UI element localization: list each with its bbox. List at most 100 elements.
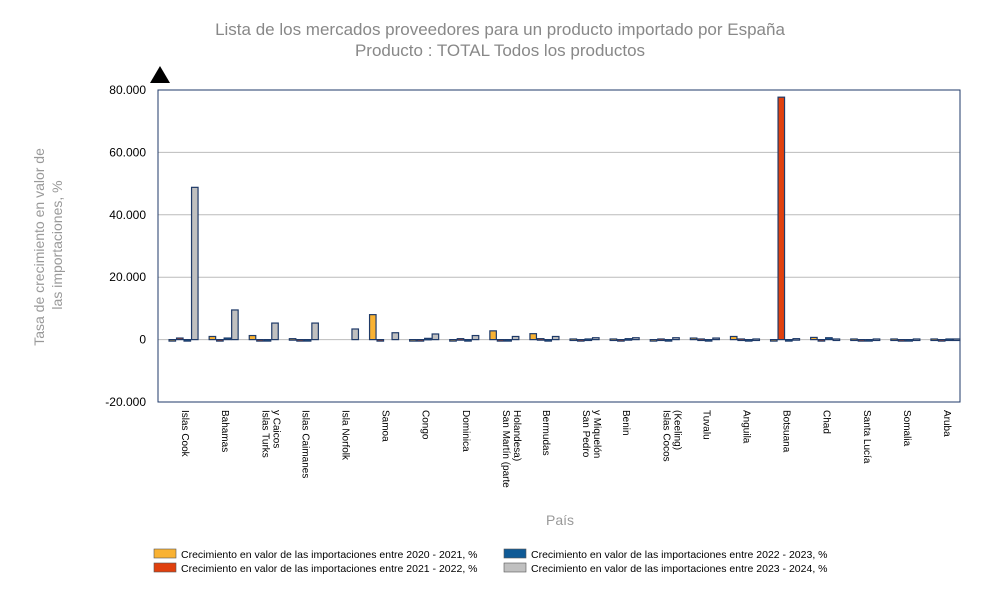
x-axis-label: País: [546, 512, 574, 528]
bar: [409, 339, 417, 342]
bar: [744, 339, 753, 342]
bar: [544, 339, 553, 342]
bar: [792, 338, 801, 341]
bar: [288, 338, 297, 341]
bar: [208, 335, 217, 341]
x-tick-label: Anguila: [740, 410, 751, 444]
bar: [945, 338, 954, 342]
bar: [817, 339, 826, 342]
bar: [777, 96, 786, 341]
y-tick-label: -20.000: [105, 395, 146, 409]
bar: [223, 337, 232, 341]
y-axis-label-line1: Tasa de crecimiento en valor de: [31, 148, 47, 346]
bar: [769, 339, 778, 342]
bar: [456, 338, 465, 341]
bar: [704, 339, 713, 342]
bar: [865, 339, 873, 342]
legend-label: Crecimiento en valor de las importacione…: [531, 563, 828, 575]
x-tick-label: San Martín (parteHolandesa): [500, 410, 522, 488]
bar: [424, 337, 432, 341]
bar: [952, 338, 961, 342]
x-tick-label: Somalia: [901, 410, 912, 447]
y-tick-label: 80.000: [109, 83, 146, 97]
bar: [872, 338, 881, 342]
bar: [850, 338, 858, 342]
x-tick-label: Aruba: [941, 410, 952, 437]
x-tick-label: Congo: [420, 410, 431, 440]
bar: [649, 339, 658, 342]
bar: [784, 339, 793, 342]
bar: [657, 338, 665, 342]
y-axis-label-line2: las importaciones, %: [49, 180, 65, 309]
x-tick-label: Botsuana: [781, 410, 792, 453]
bar: [216, 339, 224, 342]
legend-label: Crecimiento en valor de las importacione…: [181, 549, 478, 561]
axis-arrow-icon: [150, 66, 170, 83]
bar: [591, 337, 600, 341]
bar: [351, 328, 360, 341]
bar: [551, 335, 560, 341]
chart-subtitle: Producto : TOTAL Todos los productos: [355, 41, 645, 60]
bar: [496, 339, 505, 342]
x-tick-label: Chad: [821, 410, 832, 434]
y-tick-label: 0: [139, 333, 146, 347]
x-tick-label: Santa Lucía: [861, 410, 872, 464]
bar: [464, 339, 472, 342]
bar: [609, 338, 618, 342]
bar: [391, 332, 400, 341]
x-tick-label: Tuvalu: [700, 410, 711, 440]
bar: [624, 338, 633, 341]
x-tick-label: Islas Turksy Caicos: [259, 410, 281, 458]
bar: [175, 337, 184, 341]
bar: [729, 335, 738, 341]
bar: [664, 339, 673, 342]
bar: [857, 339, 866, 342]
x-tick-label: Bahamas: [219, 410, 230, 452]
bar: [416, 339, 425, 342]
bar: [897, 339, 906, 342]
legend-label: Crecimiento en valor de las importacione…: [531, 549, 828, 561]
bar: [263, 339, 272, 342]
bar: [912, 338, 921, 342]
legend-swatch: [153, 548, 177, 559]
plot-area-border: [157, 89, 961, 403]
bar: [471, 334, 480, 341]
bar: [576, 339, 585, 342]
bar: [536, 338, 545, 341]
bar: [937, 339, 946, 342]
bar: [689, 337, 698, 341]
x-tick-label: Islas Caimanes: [299, 410, 310, 478]
bar: [825, 337, 833, 341]
bar: [248, 334, 257, 341]
bar: [569, 338, 578, 342]
bar: [930, 338, 939, 342]
bar: [303, 339, 312, 342]
x-tick-label: Islas Cocos(Keeling): [660, 410, 682, 462]
legend-label: Crecimiento en valor de las importacione…: [181, 563, 478, 575]
x-tick-label: Bermudas: [540, 410, 551, 456]
bar: [190, 186, 199, 341]
bar: [697, 338, 705, 342]
bar: [449, 339, 457, 342]
bar: [712, 337, 720, 341]
y-tick-label: 40.000: [109, 208, 146, 222]
bar: [311, 322, 319, 341]
bar: [752, 338, 761, 342]
bar: [810, 336, 818, 341]
y-tick-label: 20.000: [109, 270, 146, 284]
x-tick-label: Samoa: [380, 410, 391, 442]
legend-swatch: [503, 562, 527, 573]
bar: [617, 339, 625, 342]
y-axis-label: Tasa de crecimiento en valor de las impo…: [31, 144, 65, 346]
bar: [584, 338, 593, 342]
bar: [832, 338, 841, 342]
chart-title: Lista de los mercados proveedores para u…: [215, 20, 785, 39]
bar: [368, 314, 377, 341]
x-tick-label: San Pedroy Miquelón: [580, 410, 602, 458]
bar: [296, 339, 304, 342]
bar: [529, 333, 538, 341]
bar: [271, 322, 279, 341]
legend-swatch: [503, 548, 527, 559]
bar: [489, 330, 497, 341]
